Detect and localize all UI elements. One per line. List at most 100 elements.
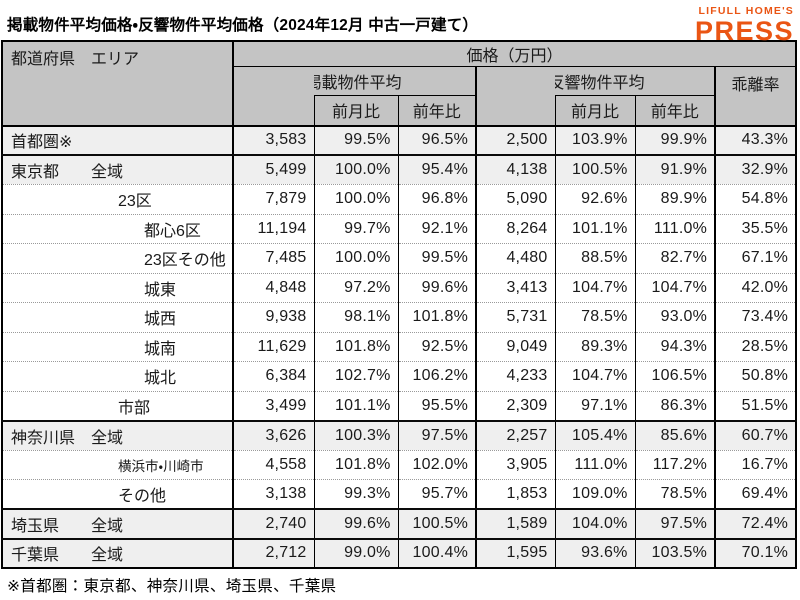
- corner-header-cell: 都道府県 エリア: [2, 41, 234, 127]
- table-row: 首都圏※ 3,583 99.5% 96.5% 2,500 103.9% 99.9…: [2, 125, 797, 156]
- response-mom-cell: 104.7%: [555, 361, 636, 392]
- listed-price-cell: 11,194: [233, 214, 315, 244]
- response-price-cell: 8,264: [476, 214, 556, 244]
- prefecture-label: 埼玉県: [11, 517, 60, 535]
- area-label: その他: [118, 488, 167, 505]
- listed-yoy-cell: 100.4%: [398, 538, 477, 569]
- page-title: 掲載物件平均価格・反響物件平均価格（2024年12月 中古一戸建て）: [7, 17, 479, 34]
- response-price-cell: 1,595: [476, 538, 556, 569]
- listed-mom-cell: 99.3%: [314, 479, 399, 510]
- listed-mom-cell: 100.3%: [314, 420, 399, 451]
- listed-yoy-cell: 92.1%: [398, 214, 477, 244]
- response-mom-header: 前月比: [554, 95, 636, 127]
- area-cell: 首都圏※: [2, 125, 234, 156]
- listed-price-cell: 4,848: [233, 273, 315, 303]
- listed-price-subcolumn: [233, 66, 314, 127]
- response-yoy-cell: 94.3%: [635, 332, 716, 362]
- response-yoy-cell: 85.6%: [635, 420, 716, 451]
- divergence-cell: 43.3%: [715, 125, 797, 156]
- response-price-cell: 2,309: [476, 391, 556, 422]
- listed-price-cell: 9,938: [233, 302, 315, 333]
- area-label: 横浜市・川崎市: [118, 458, 204, 474]
- response-yoy-cell: 104.7%: [635, 273, 716, 303]
- divergence-cell: 28.5%: [715, 332, 797, 362]
- divergence-header: 乖離率: [713, 66, 797, 127]
- table-row: 城西 9,938 98.1% 101.8% 5,731 78.5% 93.0% …: [2, 302, 797, 333]
- table-row: 城北 6,384 102.7% 106.2% 4,233 104.7% 106.…: [2, 361, 797, 392]
- response-mom-cell: 104.0%: [555, 509, 636, 540]
- area-label: 城西: [144, 311, 177, 329]
- area-cell: 埼玉県 全域: [2, 509, 234, 540]
- area-cell: 23区: [2, 184, 234, 215]
- listed-price-cell: 2,740: [233, 509, 315, 540]
- area-label: 全域: [91, 429, 124, 447]
- divergence-cell: 42.0%: [715, 273, 797, 303]
- response-yoy-cell: 99.9%: [635, 125, 716, 156]
- listed-mom-cell: 102.7%: [314, 361, 399, 392]
- prefecture-label: 千葉県: [11, 547, 60, 565]
- response-price-cell: 1,853: [476, 479, 556, 510]
- prefecture-label: 東京都: [11, 164, 60, 181]
- area-cell: 神奈川県 全域: [2, 420, 234, 451]
- listed-price-cell: 7,879: [233, 184, 315, 215]
- response-mom-cell: 103.9%: [555, 125, 636, 156]
- area-label: 全域: [91, 164, 124, 181]
- response-yoy-cell: 78.5%: [635, 479, 716, 510]
- table-row: 千葉県 全域 2,712 99.0% 100.4% 1,595 93.6% 10…: [2, 538, 797, 569]
- response-yoy-cell: 103.5%: [635, 538, 716, 569]
- listed-price-cell: 3,583: [233, 125, 315, 156]
- listed-price-cell: 5,499: [233, 155, 315, 185]
- listed-mom-cell: 99.6%: [314, 509, 399, 540]
- logo-text-press: PRESS: [694, 15, 794, 46]
- listed-yoy-cell: 102.0%: [398, 450, 477, 480]
- listed-yoy-cell: 95.4%: [398, 155, 477, 185]
- divergence-cell: 54.8%: [715, 184, 797, 215]
- table-row: 23区 7,879 100.0% 96.8% 5,090 92.6% 89.9%…: [2, 184, 797, 215]
- area-cell: 東京都 全域: [2, 155, 234, 185]
- table-header: 都道府県 エリア 価格（万円） 掲載物件平均 反響物件平均 乖離率 前月比 前年比…: [2, 41, 797, 127]
- divergence-cell: 32.9%: [715, 155, 797, 185]
- table-row: その他 3,138 99.3% 95.7% 1,853 109.0% 78.5%…: [2, 479, 797, 510]
- listed-yoy-cell: 95.7%: [398, 479, 477, 510]
- listed-mom-cell: 99.7%: [314, 214, 399, 244]
- response-price-cell: 1,589: [476, 509, 556, 540]
- response-mom-cell: 78.5%: [555, 302, 636, 333]
- divergence-cell: 16.7%: [715, 450, 797, 480]
- listed-price-cell: 7,485: [233, 243, 315, 274]
- listed-price-cell: 3,499: [233, 391, 315, 422]
- response-price-cell: 5,090: [476, 184, 556, 215]
- response-yoy-cell: 82.7%: [635, 243, 716, 274]
- table-row: 埼玉県 全域 2,740 99.6% 100.5% 1,589 104.0% 9…: [2, 509, 797, 540]
- prefecture-label: 首都圏※: [11, 134, 73, 152]
- listed-price-cell: 3,626: [233, 420, 315, 451]
- prefecture-label: 神奈川県: [11, 429, 76, 447]
- response-mom-cell: 100.5%: [555, 155, 636, 185]
- header-row-2: 掲載物件平均 反響物件平均 乖離率: [2, 66, 797, 127]
- prefecture-column-header: 都道府県: [11, 51, 76, 68]
- listed-price-cell: 2,712: [233, 538, 315, 569]
- response-price-cell: 4,233: [476, 361, 556, 392]
- listed-yoy-cell: 100.5%: [398, 509, 477, 540]
- response-yoy-cell: 89.9%: [635, 184, 716, 215]
- area-cell: 城南: [2, 332, 234, 362]
- area-label: 都心6区: [144, 222, 201, 240]
- response-yoy-cell: 86.3%: [635, 391, 716, 422]
- response-mom-cell: 89.3%: [555, 332, 636, 362]
- table-row: 城東 4,848 97.2% 99.6% 3,413 104.7% 104.7%…: [2, 273, 797, 303]
- divergence-cell: 73.4%: [715, 302, 797, 333]
- area-cell: 城北: [2, 361, 234, 392]
- listed-mom-cell: 101.8%: [314, 332, 399, 362]
- listed-yoy-cell: 101.8%: [398, 302, 477, 333]
- table-row: 神奈川県 全域 3,626 100.3% 97.5% 2,257 105.4% …: [2, 420, 797, 451]
- header-row-1: 都道府県 エリア 価格（万円）: [2, 41, 797, 127]
- divergence-cell: 70.1%: [715, 538, 797, 569]
- response-mom-cell: 88.5%: [555, 243, 636, 274]
- divergence-cell: 72.4%: [715, 509, 797, 540]
- listed-mom-cell: 97.2%: [314, 273, 399, 303]
- listed-yoy-header: 前年比: [398, 95, 477, 127]
- logo-text-small: LIFULL HOME'S: [698, 5, 794, 17]
- response-mom-cell: 101.1%: [555, 214, 636, 244]
- listed-average-header: 掲載物件平均: [314, 66, 477, 96]
- table-row: 東京都 全域 5,499 100.0% 95.4% 4,138 100.5% 9…: [2, 155, 797, 185]
